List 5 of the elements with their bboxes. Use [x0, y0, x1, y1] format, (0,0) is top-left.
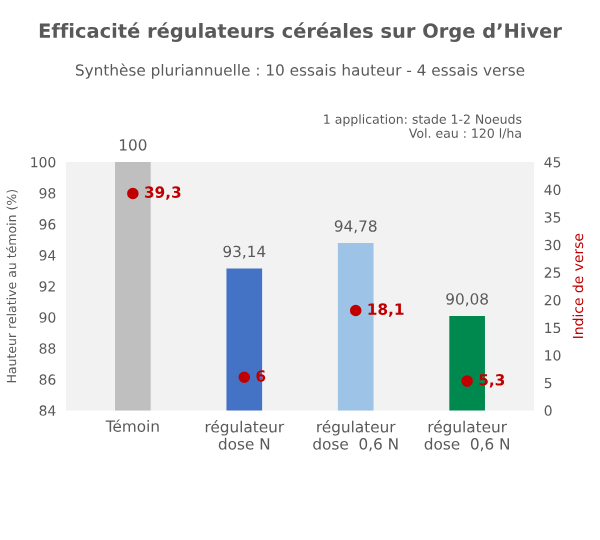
chart-title: Efficacité régulateurs céréales sur Orge d’Hiver — [39, 22, 562, 42]
point — [461, 375, 473, 387]
point — [238, 371, 251, 384]
point — [127, 187, 139, 200]
point — [349, 304, 362, 317]
